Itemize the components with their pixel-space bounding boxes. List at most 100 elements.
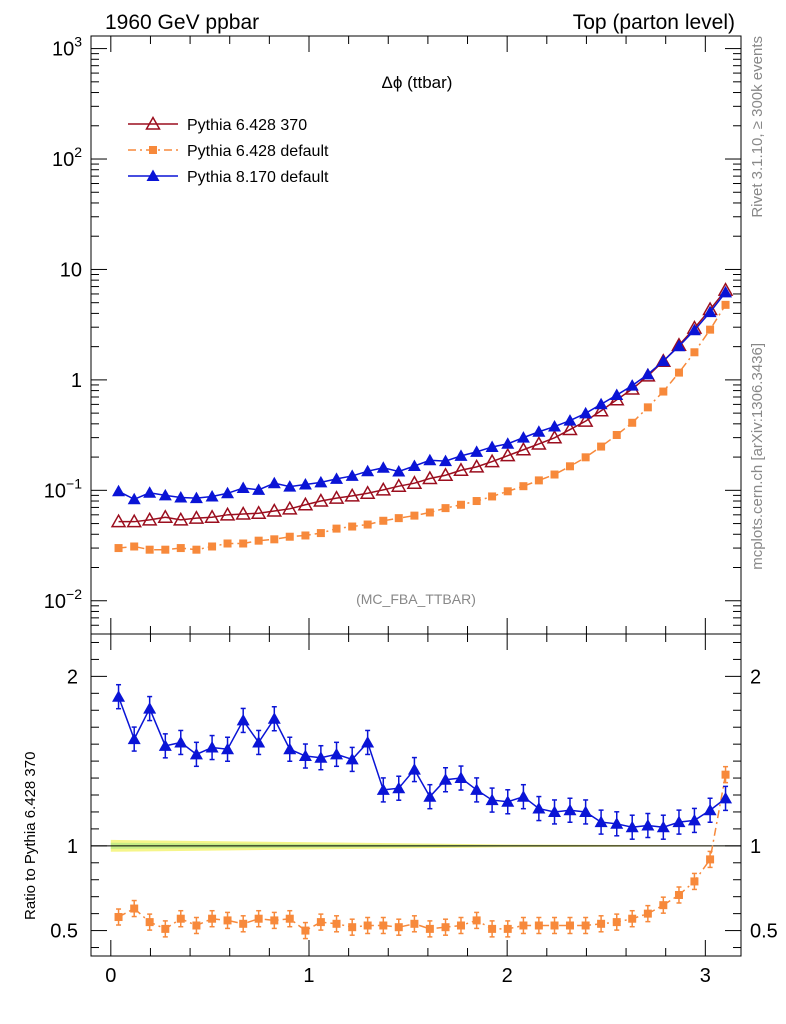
ratio-data-point	[719, 791, 733, 804]
data-point	[270, 535, 279, 544]
data-point	[484, 453, 500, 468]
ratio-data-point	[625, 820, 639, 833]
y-tick-label: 10−2	[44, 586, 82, 613]
ratio-data-point	[703, 803, 717, 816]
data-point	[328, 490, 345, 504]
data-point	[548, 420, 562, 432]
ratio-data-point	[439, 773, 453, 785]
ratio-plot-panel: 0.5 0.5 1 1 2 2 0 1 2 3 Ratio to Pythia 6.428 370	[22, 633, 778, 987]
ratio-data-point	[456, 921, 465, 930]
legend: Pythia 6.428 370 Pythia 6.428 default Pyth…	[128, 115, 329, 186]
ratio-data-point	[252, 735, 266, 748]
data-point	[145, 545, 154, 554]
ratio-data-point	[223, 916, 232, 925]
ratio-data-point	[267, 712, 281, 724]
data-point	[625, 379, 639, 391]
ratio-data-point	[687, 813, 701, 826]
ratio-data-point	[298, 749, 312, 762]
data-point	[301, 531, 310, 540]
ratio-y-axis-label: Ratio to Pythia 6.428 370	[22, 752, 39, 920]
data-point	[157, 509, 174, 524]
ratio-data-point	[690, 877, 699, 886]
data-point	[252, 483, 266, 495]
ratio-data-point	[174, 735, 188, 748]
data-point	[546, 429, 563, 444]
ratio-data-point	[550, 921, 559, 930]
data-point	[612, 430, 621, 439]
ratio-data-point	[610, 817, 624, 829]
data-point	[706, 325, 715, 334]
ratio-data-point	[127, 732, 141, 745]
data-point	[205, 489, 219, 502]
ratio-data-point	[363, 921, 372, 930]
ratio-series-layer	[112, 683, 733, 940]
ratio-data-point	[345, 752, 359, 765]
data-point	[223, 539, 232, 548]
ratio-data-point	[176, 914, 185, 923]
data-point	[126, 513, 142, 528]
data-point	[161, 545, 170, 554]
data-point	[425, 508, 434, 517]
ratio-data-point	[659, 901, 668, 910]
ratio-data-point	[532, 802, 546, 814]
main-plot-panel: 10−2 10−1 1 10 102 103 Δϕ (ttbar) (MC_FBA_TTB…	[44, 34, 742, 635]
data-point	[112, 484, 126, 497]
ratio-frame	[90, 633, 742, 957]
ratio-data-point	[208, 914, 217, 923]
ratio-data-point	[534, 921, 543, 930]
data-point	[703, 305, 717, 318]
data-point	[531, 435, 547, 450]
data-point	[239, 539, 248, 548]
y-tick-label: 10−1	[44, 475, 82, 502]
data-point	[345, 469, 359, 481]
data-point	[503, 487, 512, 496]
data-point	[189, 491, 203, 504]
x-tick-label: 1	[303, 965, 314, 987]
rivet-label: Rivet 3.1.10, ≥ 300k events	[749, 36, 766, 218]
data-point	[472, 497, 481, 506]
x-tick-label: 0	[105, 965, 116, 987]
ratio-data-point	[548, 805, 562, 817]
y-tick-label: 1	[71, 370, 82, 392]
data-point	[439, 454, 453, 467]
data-point	[375, 481, 392, 496]
ratio-data-point	[454, 771, 468, 784]
data-point	[485, 440, 499, 452]
data-point	[593, 402, 609, 417]
ratio-data-point	[470, 783, 484, 795]
data-point	[423, 453, 437, 466]
data-point	[267, 476, 281, 489]
data-point	[532, 425, 546, 437]
data-point	[221, 486, 235, 499]
ratio-data-point	[581, 921, 590, 930]
ratio-data-point	[348, 923, 357, 932]
ratio-data-point	[161, 924, 170, 933]
data-point	[594, 397, 608, 410]
ratio-series-line-1	[117, 696, 726, 828]
ratio-data-point	[565, 921, 574, 930]
ratio-axis-ticks: 0.5 0.5 1 1 2 2 0 1 2 3	[50, 634, 778, 987]
data-point	[285, 532, 294, 541]
ratio-data-point	[112, 690, 126, 702]
data-point	[499, 447, 516, 462]
data-point	[110, 513, 127, 528]
ratio-data-point	[392, 781, 406, 794]
data-point	[659, 387, 668, 396]
ratio-data-point	[643, 909, 652, 918]
ratio-data-point	[130, 904, 139, 913]
data-point	[208, 542, 217, 551]
data-point	[597, 442, 606, 451]
y-tick-label: 102	[52, 144, 82, 171]
data-point	[130, 542, 139, 551]
data-point	[188, 510, 205, 524]
ratio-series-line-0	[118, 774, 727, 932]
data-point	[192, 545, 201, 554]
data-point	[314, 475, 328, 488]
data-point	[441, 504, 450, 513]
data-point	[266, 502, 283, 517]
ratio-data-point	[330, 747, 344, 760]
data-point	[316, 529, 325, 538]
ratio-data-point	[656, 820, 670, 833]
data-point	[174, 491, 188, 503]
ratio-data-point	[516, 790, 530, 802]
